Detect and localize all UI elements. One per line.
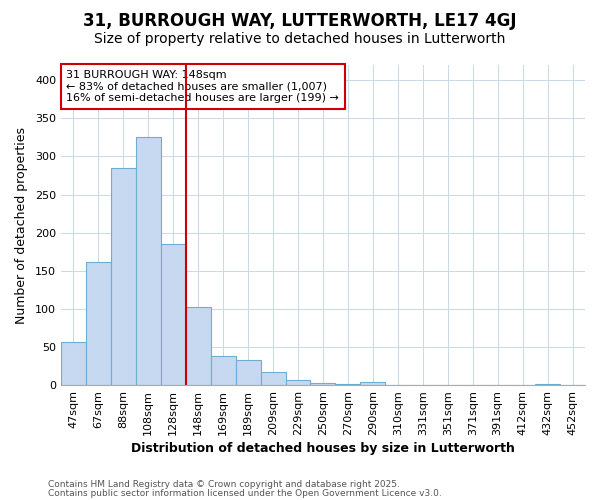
Text: Contains public sector information licensed under the Open Government Licence v3: Contains public sector information licen… xyxy=(48,488,442,498)
Text: Size of property relative to detached houses in Lutterworth: Size of property relative to detached ho… xyxy=(94,32,506,46)
Text: Contains HM Land Registry data © Crown copyright and database right 2025.: Contains HM Land Registry data © Crown c… xyxy=(48,480,400,489)
Bar xyxy=(211,356,236,385)
Bar xyxy=(310,383,335,385)
Bar xyxy=(161,244,186,385)
Bar xyxy=(136,138,161,385)
Text: 31 BURROUGH WAY: 148sqm
← 83% of detached houses are smaller (1,007)
16% of semi: 31 BURROUGH WAY: 148sqm ← 83% of detache… xyxy=(66,70,339,103)
Bar xyxy=(361,382,385,385)
Bar xyxy=(61,342,86,385)
Bar xyxy=(111,168,136,385)
Bar xyxy=(335,384,361,385)
Bar xyxy=(236,360,260,385)
Bar xyxy=(535,384,560,385)
X-axis label: Distribution of detached houses by size in Lutterworth: Distribution of detached houses by size … xyxy=(131,442,515,455)
Bar xyxy=(286,380,310,385)
Text: 31, BURROUGH WAY, LUTTERWORTH, LE17 4GJ: 31, BURROUGH WAY, LUTTERWORTH, LE17 4GJ xyxy=(83,12,517,30)
Bar xyxy=(86,262,111,385)
Bar xyxy=(186,308,211,385)
Y-axis label: Number of detached properties: Number of detached properties xyxy=(15,126,28,324)
Bar xyxy=(260,372,286,385)
